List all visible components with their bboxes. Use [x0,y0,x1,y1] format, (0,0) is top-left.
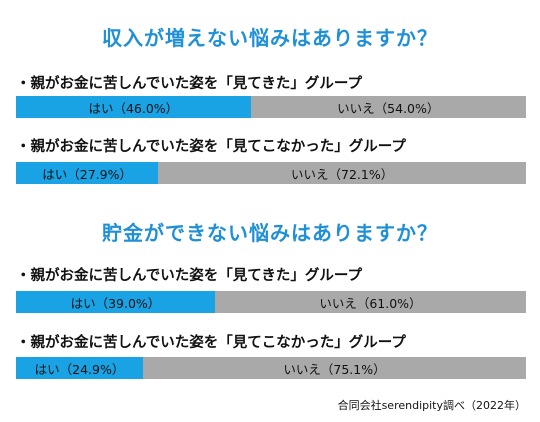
bar-segment-no: いいえ（75.1%） [142,357,526,379]
stacked-bar: はい（39.0%） いいえ（61.0%） [16,291,526,313]
bar-label-yes: はい（27.9%） [42,166,132,182]
bar-segment-no: いいえ（54.0%） [250,96,526,118]
group-label-not-saw: ・親がお金に苦しんでいた姿を「見てこなかった」グループ [16,139,406,155]
bar-segment-yes: はい（24.9%） [16,357,143,379]
bar-label-no: いいえ（54.0%） [337,100,440,116]
chart-title-savings: 貯金ができない悩みはありますか？ [102,221,438,245]
bar-label-no: いいえ（61.0%） [319,295,422,311]
group-label-not-saw: ・親がお金に苦しんでいた姿を「見てこなかった」グループ [16,335,406,351]
group-label-saw: ・親がお金に苦しんでいた姿を「見てきた」グループ [16,268,362,284]
bar-label-no: いいえ（72.1%） [291,166,394,182]
bar-label-no: いいえ（75.1%） [283,361,386,377]
bar-segment-no: いいえ（61.0%） [214,291,526,313]
stacked-bar: はい（46.0%） いいえ（54.0%） [16,96,526,118]
group-label-saw: ・親がお金に苦しんでいた姿を「見てきた」グループ [16,76,362,92]
chart-title-income: 収入が増えない悩みはありますか？ [102,26,438,50]
bar-segment-no: いいえ（72.1%） [158,162,526,184]
bar-label-yes: はい（46.0%） [88,100,179,116]
stacked-bar: はい（27.9%） いいえ（72.1%） [16,162,526,184]
bar-segment-yes: はい（46.0%） [16,96,251,118]
bar-label-yes: はい（24.9%） [34,361,125,377]
source-note: 合同会社serendipity調べ（2022年） [337,399,526,412]
bar-segment-yes: はい（27.9%） [16,162,159,184]
bar-label-yes: はい（39.0%） [70,295,161,311]
bar-segment-yes: はい（39.0%） [16,291,215,313]
stacked-bar: はい（24.9%） いいえ（75.1%） [16,357,526,379]
